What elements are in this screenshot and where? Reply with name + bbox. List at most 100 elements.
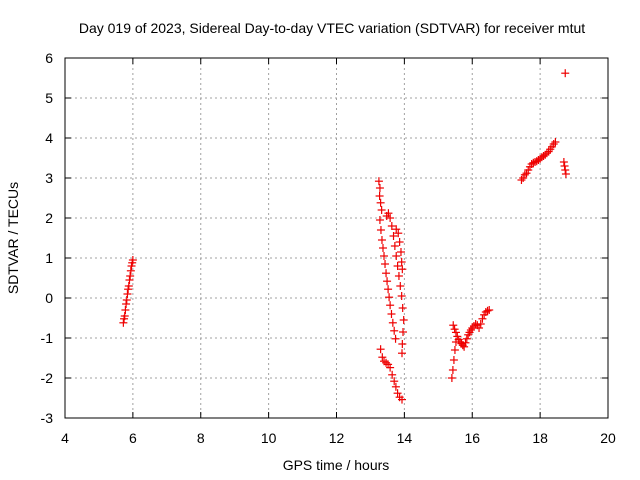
- x-tick-label: 4: [61, 430, 69, 446]
- data-point: [386, 301, 395, 310]
- data-point: [549, 140, 558, 148]
- data-point: [377, 236, 386, 244]
- y-tick-labels: -3 -2 -1 0 1 2 3 4 5 6: [41, 50, 54, 426]
- data-point: [390, 242, 399, 250]
- data-point: [377, 206, 386, 214]
- y-tick-label: 6: [45, 50, 53, 66]
- data-point: [397, 395, 406, 404]
- data-point: [381, 260, 390, 268]
- data-point: [393, 262, 402, 270]
- y-tick-label: 4: [45, 130, 53, 146]
- data-point: [374, 177, 383, 186]
- y-tick-label: -2: [41, 370, 54, 386]
- data-point: [559, 158, 568, 166]
- data-point: [393, 389, 402, 398]
- data-point: [380, 357, 389, 366]
- x-axis-title: GPS time / hours: [283, 457, 390, 473]
- data-point: [394, 272, 403, 280]
- x-tick-label: 20: [600, 430, 616, 446]
- data-point: [128, 256, 137, 264]
- data-point: [126, 272, 135, 280]
- data-point: [451, 328, 460, 337]
- data-point: [397, 258, 406, 266]
- x-tick-labels: 4 6 8 10 12 14 16 18 20: [61, 430, 616, 446]
- data-point: [561, 166, 570, 174]
- data-point: [531, 158, 540, 166]
- x-tick-label: 16: [464, 430, 480, 446]
- y-tick-label: 1: [45, 250, 53, 266]
- y-axis-title: SDTVAR / TECUs: [5, 182, 21, 294]
- data-point: [448, 366, 457, 374]
- data-point: [469, 322, 478, 330]
- data-point: [385, 293, 394, 302]
- data-point: [375, 184, 384, 192]
- data-point: [527, 160, 536, 168]
- data-point: [462, 334, 471, 343]
- data-point: [382, 269, 391, 278]
- y-tick-label: 0: [45, 290, 53, 306]
- data-point: [384, 209, 393, 218]
- data-point: [122, 296, 131, 304]
- data-point: [397, 349, 406, 358]
- data-point: [476, 320, 485, 328]
- data-point: [120, 312, 129, 320]
- data-point: [376, 345, 385, 354]
- data-point: [390, 326, 399, 335]
- data-point: [475, 324, 484, 332]
- data-point: [561, 69, 570, 78]
- data-point: [388, 370, 397, 379]
- y-tick-label: 5: [45, 90, 53, 106]
- data-point: [398, 340, 407, 348]
- data-point: [560, 162, 569, 170]
- data-point: [388, 318, 397, 327]
- data-point: [542, 149, 551, 158]
- data-point: [392, 225, 401, 234]
- data-point: [520, 170, 529, 179]
- data-point: [390, 377, 399, 386]
- data-point: [449, 356, 458, 364]
- data-point: [386, 363, 395, 372]
- data-point: [376, 226, 385, 234]
- data-point: [391, 334, 400, 343]
- x-tick-label: 12: [329, 430, 345, 446]
- y-tick-label: -3: [41, 410, 54, 426]
- x-tick-label: 18: [532, 430, 548, 446]
- data-point: [121, 306, 130, 314]
- data-point: [397, 292, 406, 300]
- x-tick-label: 14: [397, 430, 413, 446]
- chart-title: Day 019 of 2023, Sidereal Day-to-day VTE…: [79, 20, 585, 36]
- y-tick-label: -1: [41, 330, 54, 346]
- x-tick-label: 6: [129, 430, 137, 446]
- y-tick-label: 2: [45, 210, 53, 226]
- grid-lines: [65, 58, 608, 418]
- data-point: [483, 306, 492, 315]
- data-point: [468, 324, 477, 332]
- data-point: [382, 358, 391, 367]
- data-point: [122, 300, 131, 308]
- data-point: [551, 138, 560, 146]
- data-point: [529, 158, 538, 167]
- data-point: [389, 232, 398, 240]
- data-point: [398, 265, 407, 274]
- data-point: [123, 290, 132, 298]
- data-point: [481, 308, 490, 316]
- data-point: [478, 314, 487, 323]
- data-point: [375, 192, 384, 200]
- data-points: [119, 69, 570, 404]
- data-point: [386, 214, 395, 222]
- data-point: [125, 276, 134, 284]
- data-point: [380, 252, 389, 260]
- data-point: [460, 342, 469, 351]
- data-point: [384, 285, 393, 294]
- data-point: [450, 346, 459, 354]
- plot-frame: [64, 57, 609, 419]
- data-point: [124, 282, 133, 290]
- data-point: [378, 244, 387, 252]
- data-point: [119, 318, 128, 327]
- data-point: [394, 229, 403, 238]
- data-point: [395, 238, 404, 246]
- data-point: [387, 222, 396, 230]
- data-point: [383, 277, 392, 286]
- y-tick-label: 3: [45, 170, 53, 186]
